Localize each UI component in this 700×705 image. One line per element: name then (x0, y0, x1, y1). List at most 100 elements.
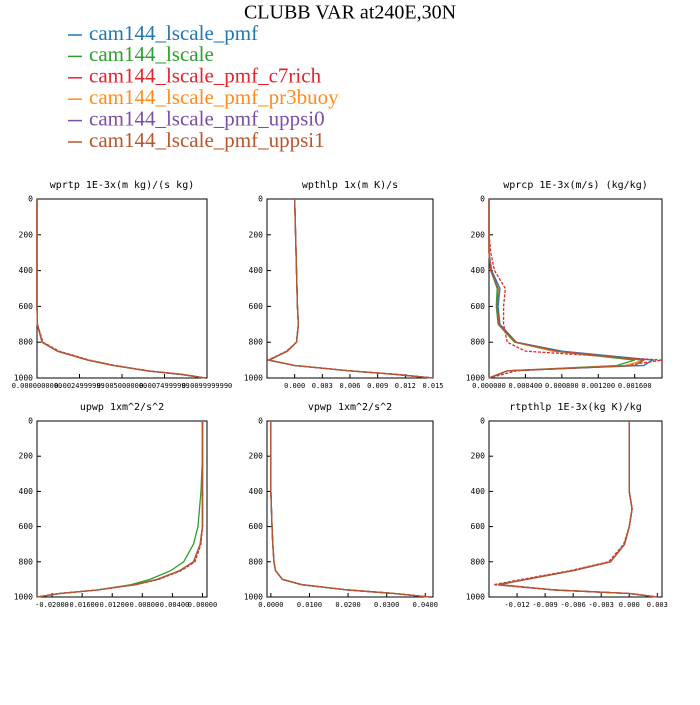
plot-frame (488, 420, 663, 598)
y-tick-label: 1000 (14, 374, 33, 383)
x-tick-label: -0.01200 (95, 601, 129, 609)
profile-line (266, 198, 434, 379)
profile-line (266, 198, 434, 379)
y-tick-label: 400 (249, 266, 264, 275)
y-tick-label: 400 (19, 266, 34, 275)
x-tick-label: 0.000000 (472, 382, 506, 390)
x-tick-label: 0.0100 (297, 601, 322, 609)
y-tick-label: 600 (471, 522, 486, 531)
profile-line (270, 421, 430, 598)
legend-label: cam144_lscale_pmf_pr3buoy (89, 85, 339, 109)
panel-title: vpwp 1xm^2/s^2 (308, 402, 392, 413)
y-tick-label: 200 (249, 230, 264, 239)
x-tick-label: 0.001600 (618, 382, 652, 390)
panel-title: wprcp 1E-3x(m/s) (kg/kg) (503, 180, 648, 191)
profile-line (36, 421, 204, 598)
profile-line (36, 421, 204, 598)
y-tick-label: 0 (258, 417, 263, 426)
x-tick-label: 0.0300 (374, 601, 399, 609)
y-tick-label: 600 (249, 522, 264, 531)
x-tick-label: 0.000400 (509, 382, 543, 390)
y-tick-label: 1000 (244, 593, 263, 602)
y-tick-label: 600 (249, 302, 264, 311)
plot-frame (36, 420, 208, 598)
plot-frame (488, 198, 663, 379)
x-tick-label: -0.02000 (35, 601, 69, 609)
x-tick-label: 0.003 (312, 382, 333, 390)
legend-label: cam144_lscale_pmf (89, 21, 258, 45)
figure-title: CLUBB VAR at240E,30N (244, 2, 456, 24)
profile-line (36, 199, 206, 379)
profile-line (270, 421, 430, 598)
x-tick-label: -0.00800 (125, 601, 159, 609)
profile-line (36, 199, 206, 379)
x-tick-label: 0.0074999999 (139, 382, 190, 390)
profile-line (36, 199, 206, 379)
x-tick-label: -0.006 (561, 601, 586, 609)
y-tick-label: 0 (258, 195, 263, 204)
y-tick-label: 0 (28, 195, 33, 204)
legend-label: cam144_lscale (89, 42, 214, 66)
profile-line (270, 421, 430, 598)
x-tick-label: 0.000800 (545, 382, 579, 390)
x-tick-label: 0.003 (647, 601, 668, 609)
profile-line (266, 198, 434, 379)
y-tick-label: 600 (19, 302, 34, 311)
y-tick-label: 200 (19, 230, 34, 239)
y-tick-label: 800 (471, 557, 486, 566)
profile-line (267, 198, 434, 379)
y-tick-label: 200 (19, 452, 34, 461)
x-tick-label: 0.0400 (413, 601, 438, 609)
x-tick-label: 0.001200 (581, 382, 615, 390)
y-tick-label: 0 (480, 417, 485, 426)
x-tick-label: 0.012 (395, 382, 416, 390)
profile-line (488, 199, 655, 379)
x-tick-label: 0.0000000000 (12, 382, 63, 390)
y-tick-label: 800 (249, 338, 264, 347)
y-tick-label: 1000 (466, 374, 485, 383)
y-tick-label: 1000 (244, 374, 263, 383)
y-tick-label: 400 (19, 487, 34, 496)
legend-label: cam144_lscale_pmf_uppsi0 (89, 106, 325, 130)
legend-label: cam144_lscale_pmf_uppsi1 (89, 128, 325, 152)
y-tick-label: 400 (471, 487, 486, 496)
legend-label: cam144_lscale_pmf_c7rich (89, 64, 322, 88)
x-tick-label: 0.015 (422, 382, 443, 390)
profile-line (270, 421, 430, 598)
panel-title: wpthlp 1x(m K)/s (302, 180, 398, 191)
profile-line (270, 421, 430, 598)
profile-line (498, 421, 658, 598)
x-tick-label: -0.012 (504, 601, 529, 609)
profile-line (488, 199, 663, 379)
x-tick-label: 0.0024999999 (54, 382, 105, 390)
y-tick-label: 200 (471, 230, 486, 239)
profile-line (36, 421, 204, 598)
x-tick-label: -0.01600 (65, 601, 99, 609)
y-tick-label: 1000 (466, 593, 485, 602)
profile-line (498, 421, 658, 598)
y-tick-label: 800 (471, 338, 486, 347)
x-tick-label: -0.009 (532, 601, 557, 609)
y-tick-label: 400 (471, 266, 486, 275)
profile-line (270, 421, 430, 598)
profile-line (36, 199, 206, 379)
profile-line (265, 198, 434, 379)
profile-line (36, 421, 204, 598)
profile-line (498, 421, 658, 598)
y-tick-label: 800 (19, 557, 34, 566)
profile-line (488, 199, 646, 379)
x-tick-label: -0.00400 (156, 601, 190, 609)
y-tick-label: 0 (28, 417, 33, 426)
plot-frame (266, 198, 434, 379)
x-tick-label: 0.00000 (188, 601, 218, 609)
x-tick-label: 0.009 (367, 382, 388, 390)
x-tick-label: 0.0099999990 (182, 382, 233, 390)
profile-line (498, 421, 658, 598)
y-tick-label: 1000 (14, 593, 33, 602)
x-tick-label: 0.0200 (335, 601, 360, 609)
y-tick-label: 800 (19, 338, 34, 347)
plot-frame (36, 198, 208, 379)
y-tick-label: 600 (19, 522, 34, 531)
x-tick-label: 0.0000 (258, 601, 283, 609)
profile-line (498, 421, 658, 598)
